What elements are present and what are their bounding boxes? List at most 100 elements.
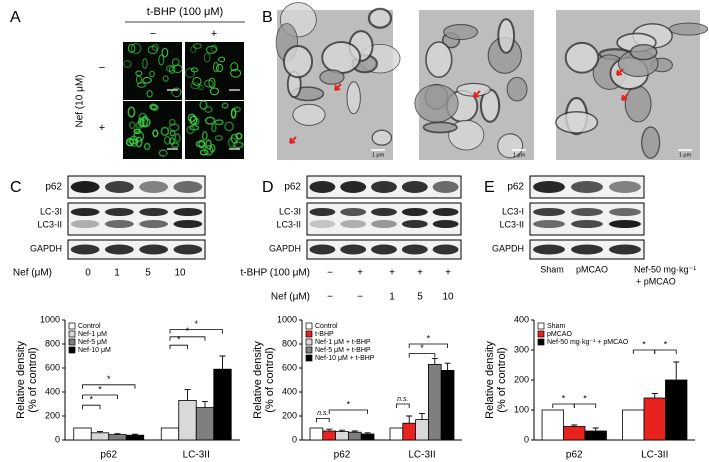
blot-label: LC3-II	[499, 219, 524, 229]
blot-label: LC3-II	[37, 219, 62, 229]
group-label: Sham	[540, 264, 564, 274]
significance-label: *	[177, 335, 181, 345]
significance-bracket	[408, 343, 448, 348]
blot-band	[571, 181, 603, 193]
scale-bar-label: 10 μm	[164, 151, 180, 157]
treatment-mark: −	[327, 268, 333, 279]
blot-band	[609, 181, 641, 193]
cell	[123, 60, 132, 68]
blot-band	[571, 208, 603, 216]
blot-band	[432, 220, 459, 228]
cell	[204, 106, 213, 113]
bar	[213, 368, 232, 441]
significance-bracket	[82, 394, 118, 399]
blot-label: p62	[284, 182, 301, 193]
cell	[218, 56, 226, 63]
legend-label: Sham	[547, 323, 565, 330]
significance-label: *	[420, 343, 424, 353]
blot	[529, 202, 645, 236]
y-tick-label: 800	[45, 338, 60, 348]
organelle	[641, 126, 661, 159]
error-bar	[673, 361, 680, 380]
blot-label: GAPDH	[269, 243, 301, 253]
cell	[158, 54, 165, 66]
legend-swatch	[68, 338, 76, 346]
cell	[210, 44, 218, 53]
blot-band	[340, 208, 367, 216]
blot	[67, 239, 206, 260]
blot-band	[104, 220, 134, 228]
y-tick-label: 200	[514, 374, 529, 384]
blot-band	[70, 208, 100, 216]
error-bar	[419, 413, 425, 420]
dose-label: 5	[145, 268, 151, 279]
cell	[130, 43, 142, 54]
y-tick-label: 100	[514, 404, 529, 414]
cell	[152, 129, 159, 138]
significance-label: *	[107, 374, 111, 384]
error-bar	[132, 433, 138, 436]
x-tick-label: LC-3II	[408, 450, 435, 461]
y-axis-label: Relative density	[252, 341, 264, 419]
legend-label: t-BHP	[315, 331, 334, 338]
blot-label: LC-3I	[40, 206, 62, 216]
legend-label: Nef-1 μM	[78, 331, 107, 338]
bar	[440, 369, 455, 441]
dose-label: 10	[174, 268, 186, 279]
organelle	[624, 85, 652, 123]
blot-band	[139, 220, 169, 228]
row-label: −	[99, 62, 105, 74]
blot-band	[70, 220, 100, 228]
legend-label: Nef-1 μM + t-BHP	[315, 339, 371, 346]
significance-bracket	[654, 349, 677, 354]
blot-band	[309, 220, 336, 228]
significance-label: n.s.	[317, 410, 328, 417]
cell	[235, 132, 243, 140]
scale-bar-label: 10 μm	[164, 92, 180, 98]
blot	[67, 175, 206, 199]
arrow	[334, 83, 342, 91]
blot-band	[309, 181, 336, 193]
y-tick-label: 200	[45, 410, 60, 420]
blot-band	[340, 181, 367, 193]
y-tick-label: 0	[524, 434, 529, 444]
treatment-mark: 10	[442, 292, 454, 303]
organelle	[668, 22, 709, 36]
group-label: Nef-50 mg·kg⁻¹	[634, 264, 696, 274]
cell	[214, 135, 224, 142]
bar	[322, 430, 336, 441]
blot-band	[533, 220, 565, 228]
bar	[622, 409, 645, 441]
scale-bar-label: 1 μm	[679, 152, 692, 158]
blot-band	[139, 244, 169, 255]
organelle	[555, 111, 599, 134]
panel-label: E	[484, 179, 495, 196]
bar	[125, 434, 145, 441]
group-label: + pMCAO	[636, 276, 676, 286]
cell	[203, 52, 211, 63]
cell	[186, 125, 195, 135]
bar	[108, 434, 127, 441]
significance-label: *	[642, 339, 646, 349]
blot-band	[571, 244, 603, 255]
legend-swatch	[68, 346, 76, 354]
legend-swatch	[305, 338, 313, 346]
treatment-label: t-BHP (100 μM)	[241, 268, 310, 279]
error-bar	[431, 357, 438, 365]
column-label: +	[211, 28, 217, 40]
y-tick-label: 400	[45, 386, 60, 396]
cell	[146, 89, 153, 98]
cell	[150, 104, 159, 111]
significance-bracket	[328, 409, 368, 414]
cell	[221, 102, 229, 109]
arrow	[289, 136, 297, 144]
blot-band	[139, 208, 169, 216]
blot-band	[104, 181, 134, 193]
bar	[73, 427, 92, 441]
error-bar	[339, 429, 345, 432]
x-tick-label: p62	[100, 450, 117, 461]
bar	[195, 407, 215, 441]
blot-band	[309, 244, 336, 255]
